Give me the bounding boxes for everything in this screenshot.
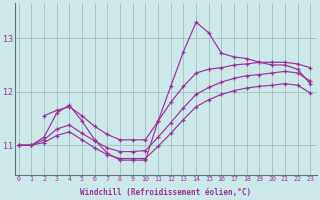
X-axis label: Windchill (Refroidissement éolien,°C): Windchill (Refroidissement éolien,°C) [80,188,251,197]
